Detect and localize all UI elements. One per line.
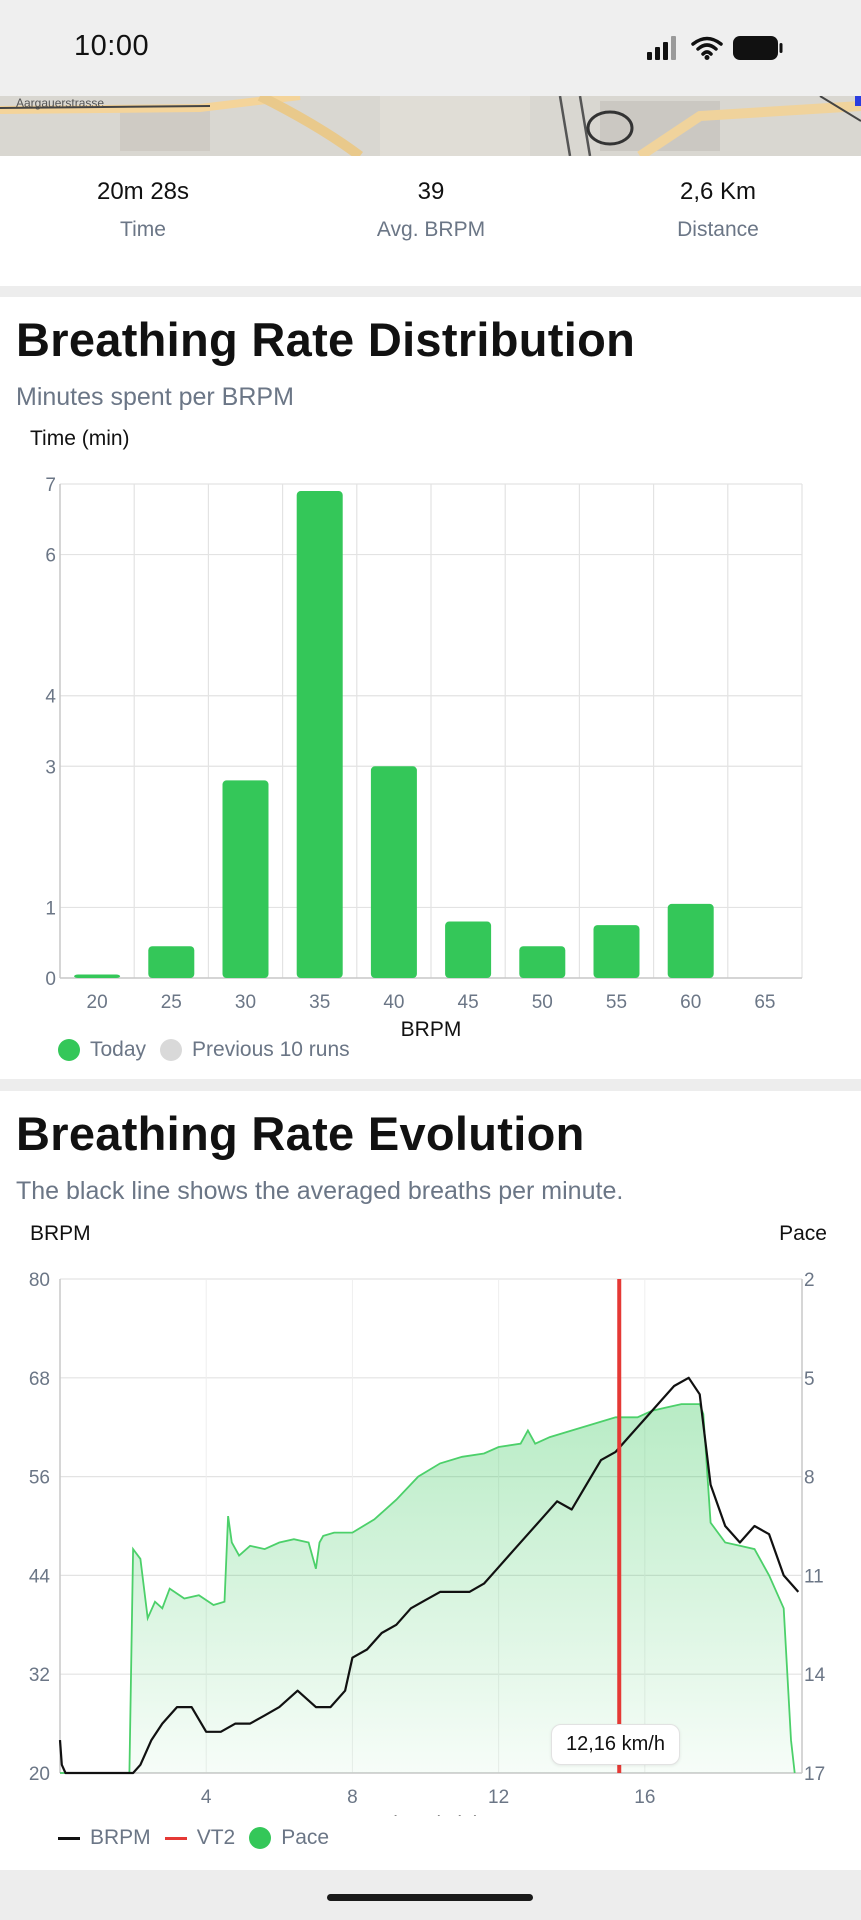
distribution-x-tick-label: 50 <box>532 992 553 1013</box>
distribution-x-tick-label: 20 <box>87 992 108 1013</box>
status-time: 10:00 <box>74 30 150 62</box>
distribution-y-tick-label: 3 <box>45 757 56 778</box>
legend-brpm-swatch <box>58 1836 80 1840</box>
distribution-x-tick-label: 25 <box>161 992 182 1013</box>
status-icons <box>647 34 783 62</box>
distribution-y-tick-label: 0 <box>45 969 56 990</box>
evolution-x-tick-label: 4 <box>201 1787 212 1808</box>
evolution-y-tick-label: 80 <box>29 1270 50 1291</box>
legend-previous-dot <box>160 1039 183 1061</box>
stat-time: 20m 28s Time <box>23 178 263 242</box>
distribution-x-tick-label: 35 <box>309 992 330 1013</box>
evolution-y2-tick-label: 17 <box>804 1764 825 1785</box>
legend-brpm-label: BRPM <box>90 1826 151 1849</box>
distribution-bar <box>445 921 492 978</box>
evolution-x-tick-label: 8 <box>347 1787 358 1808</box>
distribution-x-tick-label: 40 <box>383 992 404 1013</box>
legend-previous-label: Previous 10 runs <box>192 1038 350 1061</box>
distribution-subtitle: Minutes spent per BRPM <box>16 383 294 411</box>
distribution-bar <box>519 946 566 978</box>
signal-icon <box>647 36 676 60</box>
legend-pace-dot <box>249 1827 272 1849</box>
evolution-y2-tick-label: 2 <box>804 1270 815 1291</box>
distribution-y-tick-label: 7 <box>45 475 56 496</box>
distribution-bar <box>296 491 343 978</box>
evolution-title: Breathing Rate Evolution <box>16 1107 585 1160</box>
brpm-line <box>58 1376 800 1775</box>
stat-time-value: 20m 28s <box>96 178 190 205</box>
route-map[interactable]: Aargauerstrasse <box>0 96 861 156</box>
distribution-bar <box>370 766 417 978</box>
legend-item-today[interactable]: Today <box>58 1038 146 1062</box>
distribution-title: Breathing Rate Distribution <box>16 313 636 366</box>
distribution-bar <box>222 780 269 978</box>
distribution-grid <box>59 483 803 979</box>
evolution-x-tick-label: 16 <box>634 1787 655 1808</box>
evolution-chart: 20 32 44 56 68 80 2 5 8 11 14 17 4 8 12 16 Time (min) <box>29 1270 826 1816</box>
distribution-x-tick-label: 55 <box>606 992 627 1013</box>
evolution-y2-tick-label: 8 <box>804 1468 815 1489</box>
legend-pace-label: Pace <box>281 1826 330 1849</box>
distribution-x-axis-title: BRPM <box>401 1018 462 1041</box>
legend-today-dot <box>58 1039 80 1061</box>
legend-item-brpm[interactable]: BRPM <box>58 1826 151 1850</box>
legend-item-previous-runs[interactable]: Previous 10 runs <box>160 1038 350 1062</box>
stat-distance-value: 2,6 Km <box>679 178 757 205</box>
legend-vt2-swatch <box>164 1836 187 1840</box>
stat-avg-brpm-value: 39 <box>417 178 445 205</box>
evolution-y-tick-label: 20 <box>29 1764 50 1785</box>
evolution-y-tick-label: 44 <box>29 1566 51 1587</box>
stat-distance: 2,6 Km Distance <box>598 178 838 242</box>
distribution-bar <box>593 925 640 978</box>
distribution-x-tick-label: 65 <box>754 992 775 1013</box>
distribution-bar <box>148 946 195 978</box>
evolution-y2-axis-title: Pace <box>779 1222 827 1245</box>
distribution-y-tick-label: 6 <box>45 546 56 567</box>
pace-tooltip: 12,16 km/h <box>551 1724 680 1765</box>
evolution-y2-tick-label: 14 <box>804 1665 826 1686</box>
legend-item-vt2[interactable]: VT2 <box>164 1826 236 1850</box>
stat-distance-label: Distance <box>677 218 759 241</box>
evolution-y-tick-label: 56 <box>29 1468 50 1489</box>
stat-time-label: Time <box>120 218 166 241</box>
evolution-x-axis-title: Time (min) <box>381 1813 481 1816</box>
map-street-label: Aargauerstrasse <box>16 96 105 110</box>
distribution-chart: 0 1 3 4 6 7 20 25 30 35 40 45 50 55 60 65 BRPM <box>45 475 803 1041</box>
legend-vt2-label: VT2 <box>196 1826 236 1849</box>
distribution-y-tick-label: 1 <box>45 898 56 919</box>
distribution-legend: Today Previous 10 runs <box>58 1038 364 1062</box>
distribution-x-tick-label: 30 <box>235 992 256 1013</box>
distribution-bar <box>667 903 714 978</box>
evolution-y2-tick-label: 11 <box>804 1566 824 1587</box>
evolution-x-tick-label: 12 <box>488 1787 509 1808</box>
distribution-x-tick-label: 45 <box>458 992 479 1013</box>
evolution-y2-tick-label: 5 <box>804 1369 815 1390</box>
distribution-bar <box>74 974 121 978</box>
evolution-legend: BRPM VT2 Pace <box>58 1826 343 1850</box>
stat-avg-brpm: 39 Avg. BRPM <box>311 178 551 242</box>
stat-avg-brpm-label: Avg. BRPM <box>376 218 486 241</box>
distribution-card: Breathing Rate Distribution Minutes spen… <box>0 297 861 1079</box>
legend-item-pace[interactable]: Pace <box>249 1826 329 1850</box>
evolution-y-tick-label: 32 <box>29 1665 50 1686</box>
distribution-x-tick-label: 60 <box>680 992 701 1013</box>
status-bar: 10:00 <box>0 0 861 96</box>
pace-area <box>60 1404 795 1773</box>
distribution-y-axis-title: Time (min) <box>30 427 130 450</box>
legend-today-label: Today <box>90 1038 147 1061</box>
evolution-y-tick-label: 68 <box>29 1369 50 1390</box>
battery-icon <box>733 36 783 60</box>
summary-stats: 20m 28s Time 39 Avg. BRPM 2,6 Km Distanc… <box>0 156 861 286</box>
evolution-card: Breathing Rate Evolution The black line … <box>0 1091 861 1870</box>
wifi-icon <box>691 36 723 60</box>
home-indicator[interactable] <box>327 1894 533 1901</box>
distribution-y-tick-label: 4 <box>45 687 56 708</box>
evolution-y-axis-title: BRPM <box>30 1222 91 1245</box>
map-tiles <box>0 96 861 156</box>
evolution-subtitle: The black line shows the averaged breath… <box>16 1177 624 1205</box>
